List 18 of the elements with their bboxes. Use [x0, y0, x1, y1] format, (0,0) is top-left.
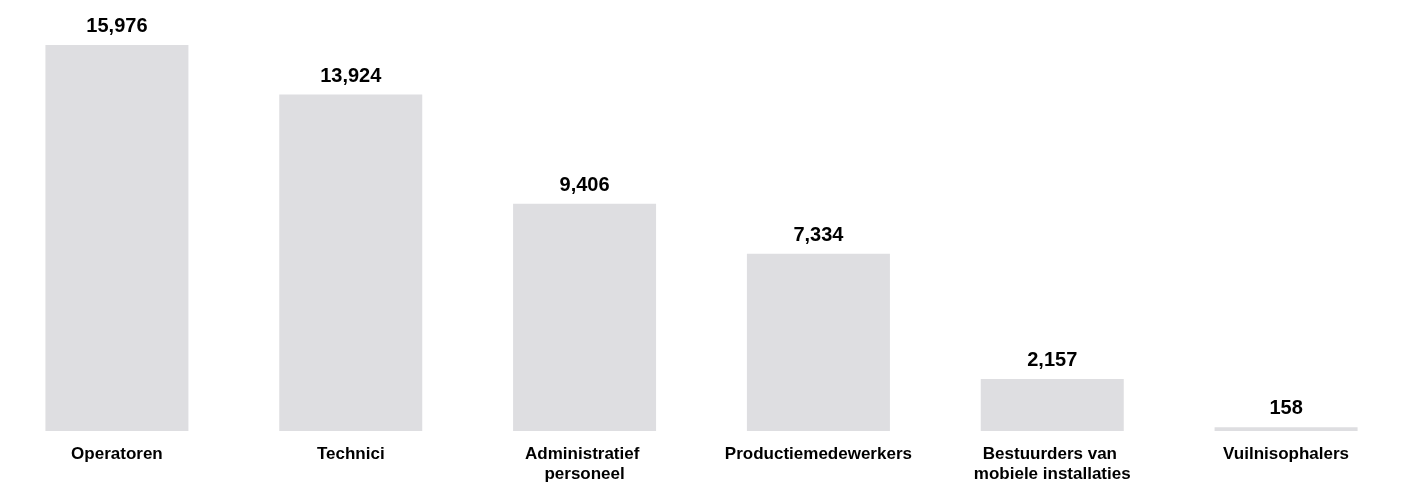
data-label: 15,976: [86, 14, 148, 36]
bar: [513, 203, 657, 431]
bar: [980, 378, 1124, 431]
data-label: 2,157: [1027, 347, 1078, 370]
x-tick-label: Vuilnisophalers: [1223, 443, 1350, 463]
x-tick-label: Operatoren: [71, 443, 163, 463]
x-tick-label: Bestuurders van mobiele installaties: [973, 443, 1131, 483]
bar: [746, 253, 890, 431]
data-label: 158: [1269, 396, 1303, 419]
x-tick-label: Technici: [316, 443, 385, 463]
bar: [45, 45, 189, 431]
x-tick-label: Productiemedewerkers: [724, 443, 912, 463]
bar: [279, 94, 423, 431]
data-label: 13,924: [320, 63, 383, 86]
bar: [1214, 427, 1358, 431]
x-tick-label: Administratief personeel: [525, 443, 645, 483]
data-label: 7,334: [793, 222, 845, 245]
data-label: 9,406: [559, 172, 610, 195]
